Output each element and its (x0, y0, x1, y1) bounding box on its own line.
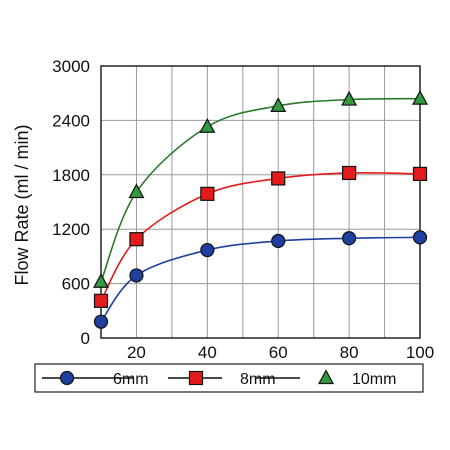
data-point-10mm (128, 183, 145, 199)
y-tick-label: 0 (81, 329, 90, 348)
series-layer (92, 89, 429, 329)
data-point-8mm (93, 293, 109, 308)
data-point-10mm (199, 117, 216, 133)
x-tick-label: 100 (406, 343, 434, 362)
data-point-10mm (341, 90, 358, 106)
data-point-10mm (270, 97, 287, 112)
legend-marker-10mm (317, 369, 335, 385)
data-point-8mm (412, 166, 428, 181)
data-point-8mm (129, 232, 144, 247)
x-tick-label: 60 (269, 343, 288, 362)
data-point-6mm (200, 242, 215, 258)
data-point-6mm (129, 268, 144, 283)
legend-marker-6mm (59, 370, 75, 386)
legend-items: 6mm 8mm 10mm (42, 369, 396, 388)
y-tick-label: 1800 (52, 166, 90, 185)
series-8mm (93, 165, 428, 308)
data-point-10mm (411, 89, 429, 105)
y-axis-label: Flow Rate (ml / min) (12, 124, 32, 285)
y-tick-label: 600 (62, 275, 90, 294)
x-tick-label: 20 (127, 343, 146, 362)
data-point-8mm (342, 165, 357, 181)
series-line-6mm (100, 236, 421, 323)
legend-label-6mm: 6mm (113, 371, 149, 388)
series-6mm (93, 230, 428, 329)
x-tick-label: 40 (198, 343, 217, 362)
data-point-6mm (342, 231, 357, 246)
series-10mm (92, 89, 429, 288)
data-point-10mm (92, 273, 110, 288)
x-tick-labels: 20 40 60 80 100 (127, 343, 434, 362)
legend-label-10mm: 10mm (352, 371, 396, 388)
grid-lines (101, 66, 420, 338)
y-tick-label: 2400 (52, 111, 90, 130)
y-tick-label: 3000 (52, 57, 90, 76)
data-point-6mm (271, 233, 286, 249)
data-point-6mm (412, 230, 428, 245)
data-point-8mm (200, 186, 215, 201)
series-line-10mm (100, 97, 421, 283)
plot-frame (100, 65, 421, 339)
legend-label-8mm: 8mm (240, 371, 276, 388)
data-point-8mm (271, 171, 286, 186)
y-tick-label: 1200 (52, 220, 90, 239)
legend-marker-8mm (188, 370, 204, 386)
series-line-8mm (100, 171, 421, 302)
y-tick-labels: 0 600 1200 1800 2400 3000 (52, 57, 90, 348)
x-tick-label: 80 (340, 343, 359, 362)
data-point-6mm (93, 314, 109, 329)
